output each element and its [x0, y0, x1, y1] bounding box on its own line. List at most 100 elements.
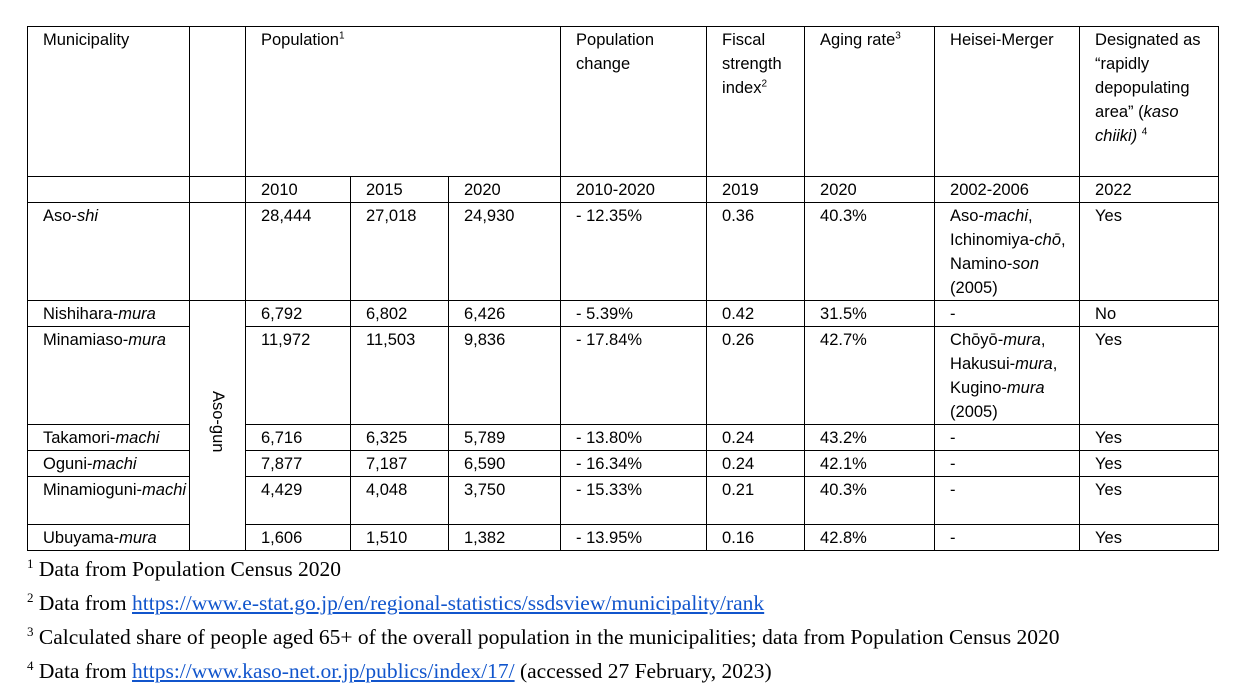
municipality-name: Takamori-machi	[27, 424, 190, 451]
municipality-table: Municipality Population1 Population chan…	[27, 26, 1220, 551]
cell-p2020: 9,836	[447, 326, 562, 425]
cell-designated: No	[1079, 300, 1220, 327]
cell-designated: Yes	[1079, 326, 1220, 425]
cell-fiscal: 0.42	[706, 300, 806, 327]
cell-aging: 42.8%	[804, 524, 936, 551]
municipality-name: Minamiaso-mura	[27, 326, 190, 425]
cell-p2010: 11,972	[245, 326, 351, 425]
cell-aging: 31.5%	[804, 300, 936, 327]
footnote-4: 4 Data from https://www.kaso-net.or.jp/p…	[27, 657, 772, 683]
subheader-gun-blank	[189, 176, 246, 203]
cell-p2010: 6,716	[245, 424, 351, 451]
header-designated: Designated as “rapidly depopulating area…	[1079, 26, 1220, 177]
cell-p2020: 6,426	[447, 300, 562, 327]
cell-fiscal: 0.16	[706, 524, 806, 551]
header-gun-blank	[189, 26, 246, 177]
cell-change: - 12.35%	[560, 202, 708, 301]
cell-fiscal: 0.21	[706, 476, 806, 525]
subheader-merger: 2002-2006	[934, 176, 1081, 203]
subheader-row: 2010 2015 2020 2010-2020 2019 2020 2002-…	[27, 176, 1220, 203]
cell-designated: Yes	[1079, 450, 1220, 477]
cell-fiscal: 0.36	[706, 202, 806, 301]
subheader-2010: 2010	[245, 176, 351, 203]
header-row: Municipality Population1 Population chan…	[27, 26, 1220, 177]
cell-p2010: 4,429	[245, 476, 351, 525]
footnote-3: 3 Calculated share of people aged 65+ of…	[27, 623, 1060, 649]
header-aging-rate: Aging rate3	[804, 26, 936, 177]
cell-aging: 42.1%	[804, 450, 936, 477]
cell-p2015: 6,325	[350, 424, 449, 451]
header-population-change: Population change	[560, 26, 708, 177]
municipality-name: Nishihara-mura	[27, 300, 190, 327]
subheader-designated: 2022	[1079, 176, 1220, 203]
cell-merger: -	[934, 450, 1081, 477]
footnote-link[interactable]: https://www.kaso-net.or.jp/publics/index…	[132, 659, 515, 683]
municipality-name: Ubuyama-mura	[27, 524, 190, 551]
subheader-2015: 2015	[350, 176, 449, 203]
cell-p2010: 7,877	[245, 450, 351, 477]
cell-aging: 42.7%	[804, 326, 936, 425]
cell-fiscal: 0.24	[706, 450, 806, 477]
cell-merger: Aso-machi, Ichinomiya-chō, Namino-son (2…	[934, 202, 1081, 301]
cell-change: - 13.80%	[560, 424, 708, 451]
table-row: Ubuyama-mura 1,606 1,510 1,382- 13.95% 0.16 4…	[27, 524, 1220, 551]
table-row: Oguni-machi 7,877 7,187 6,590- 16.34% 0.24 42…	[27, 450, 1220, 477]
cell-designated: Yes	[1079, 524, 1220, 551]
cell-p2020: 3,750	[447, 476, 562, 525]
footnote-2: 2 Data from https://www.e-stat.go.jp/en/…	[27, 589, 765, 615]
cell-designated: Yes	[1079, 424, 1220, 451]
footnotes: 1 Data from Population Census 2020 2 Data…	[27, 552, 1059, 688]
footnote-1: 1 Data from Population Census 2020	[27, 555, 342, 581]
cell-p2015: 4,048	[350, 476, 449, 525]
subheader-change: 2010-2020	[560, 176, 708, 203]
cell-aging: 43.2%	[804, 424, 936, 451]
cell-p2010: 28,444	[245, 202, 351, 301]
municipality-name: Oguni-machi	[27, 450, 190, 477]
cell-merger: -	[934, 524, 1081, 551]
cell-fiscal: 0.24	[706, 424, 806, 451]
cell-designated: Yes	[1079, 202, 1220, 301]
cell-merger: -	[934, 476, 1081, 525]
municipality-name: Aso-shi	[27, 202, 190, 301]
gun-cell: Aso-gun	[189, 300, 246, 551]
table-row: Minamioguni-machi 4,429 4,048 3,750- 15.33%…	[27, 476, 1220, 525]
cell-designated: Yes	[1079, 476, 1220, 525]
cell-change: - 13.95%	[560, 524, 708, 551]
footnote-link[interactable]: https://www.e-stat.go.jp/en/regional-sta…	[132, 591, 765, 615]
cell-p2015: 6,802	[350, 300, 449, 327]
header-heisei-merger: Heisei-Merger	[934, 26, 1081, 177]
cell-change: - 17.84%	[560, 326, 708, 425]
subheader-2020: 2020	[447, 176, 562, 203]
subheader-blank	[27, 176, 190, 203]
header-population: Population1	[244, 26, 562, 177]
cell-aging: 40.3%	[804, 202, 936, 301]
municipality-name: Minamioguni-machi	[27, 476, 190, 525]
cell-p2015: 11,503	[350, 326, 449, 425]
table-row: Minamiaso-mura 11,972 11,503 9,836- 17.84% 0…	[27, 326, 1220, 425]
cell-p2020: 6,590	[447, 450, 562, 477]
table-row: Takamori-machi 6,716 6,325 5,789- 13.80% 0.2…	[27, 424, 1220, 451]
cell-p2015: 27,018	[350, 202, 449, 301]
cell-p2010: 1,606	[245, 524, 351, 551]
table-row: Nishihara-mura Aso-gun 6,792 6,802 6,426- 5.…	[27, 300, 1220, 551]
header-fiscal-strength: Fiscal strength index2	[706, 26, 806, 177]
cell-p2010: 6,792	[245, 300, 351, 327]
subheader-fiscal: 2019	[706, 176, 806, 203]
cell-merger: -	[934, 300, 1081, 327]
cell-aging: 40.3%	[804, 476, 936, 525]
cell-p2020: 5,789	[447, 424, 562, 451]
cell-p2020: 1,382	[447, 524, 562, 551]
cell-merger: -	[934, 424, 1081, 451]
cell-change: - 16.34%	[560, 450, 708, 477]
cell-change: - 15.33%	[560, 476, 708, 525]
cell-p2020: 24,930	[447, 202, 562, 301]
cell-change: - 5.39%	[560, 300, 708, 327]
cell-fiscal: 0.26	[706, 326, 806, 425]
cell-merger: Chōyō-mura, Hakusui-mura, Kugino-mura (2…	[934, 326, 1081, 425]
header-municipality: Municipality	[27, 26, 190, 177]
cell-p2015: 1,510	[350, 524, 449, 551]
gun-label: Aso-gun	[208, 391, 227, 453]
table-row: Aso-shi 28,444 27,018 24,930- 12.35% 0.36 40.…	[27, 202, 1220, 301]
cell-p2015: 7,187	[350, 450, 449, 477]
subheader-aging: 2020	[804, 176, 936, 203]
